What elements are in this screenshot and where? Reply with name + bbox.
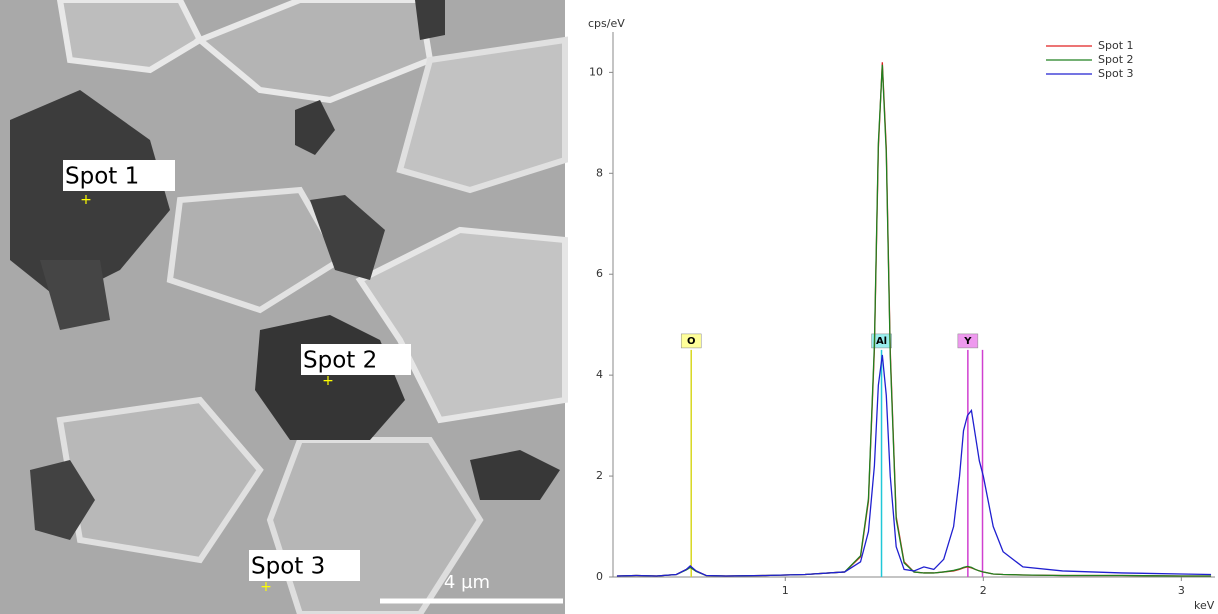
element-label: Y xyxy=(963,336,972,347)
sem-image: Spot 1 + Spot 2 + Spot 3 + 4 µm xyxy=(0,0,568,614)
y-tick-label: 2 xyxy=(596,469,603,482)
legend-label: Spot 3 xyxy=(1098,67,1134,80)
scale-bar-label: 4 µm xyxy=(444,572,490,593)
spot-label: Spot 3 xyxy=(251,554,325,580)
legend-label: Spot 1 xyxy=(1098,39,1134,52)
spot-label: Spot 2 xyxy=(303,348,377,374)
y-tick-label: 8 xyxy=(596,166,603,179)
element-label-box xyxy=(871,333,892,349)
element-label-box xyxy=(680,333,702,349)
y-tick-label: 10 xyxy=(589,65,603,78)
y-tick-label: 6 xyxy=(596,267,603,280)
series-line xyxy=(616,64,1212,577)
spot-cross: + xyxy=(322,373,334,389)
element-label: O xyxy=(687,336,696,347)
element-label-box xyxy=(957,333,979,349)
y-tick-label: 0 xyxy=(596,570,603,583)
x-tick-label: 1 xyxy=(782,584,789,597)
series-line xyxy=(616,62,1212,577)
y-axis-label: cps/eV xyxy=(588,17,625,30)
spot-cross: + xyxy=(80,192,92,208)
x-tick-label: 3 xyxy=(1178,584,1185,597)
x-tick-label: 2 xyxy=(980,584,987,597)
y-tick-label: 4 xyxy=(596,368,603,381)
spot-cross: + xyxy=(260,579,272,595)
x-axis-label: keV xyxy=(1194,599,1215,612)
legend-label: Spot 2 xyxy=(1098,53,1134,66)
spot-label: Spot 1 xyxy=(65,164,139,190)
series-line xyxy=(616,354,1212,577)
element-label: Al xyxy=(876,336,887,347)
